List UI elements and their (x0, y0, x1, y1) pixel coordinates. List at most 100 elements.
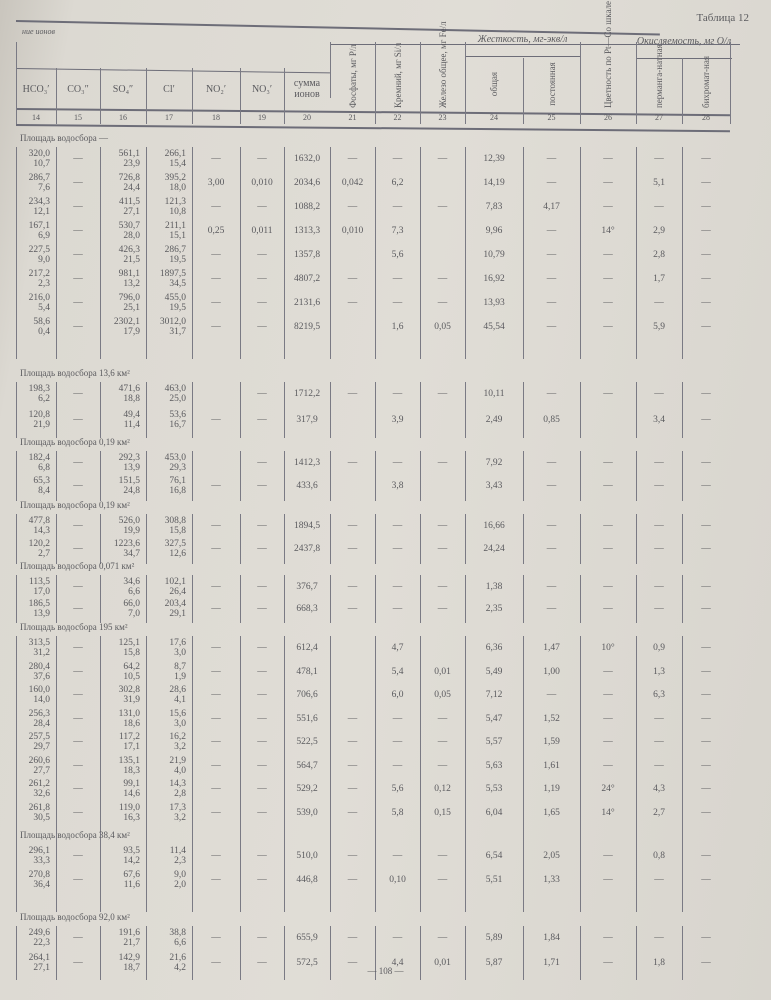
cell-value: — (347, 154, 358, 164)
cell-value: 5,6 (391, 784, 404, 794)
cell-value: 668,3 (296, 604, 318, 614)
cell-value: 0,05 (434, 322, 451, 332)
cell-value: 455,0 (164, 293, 186, 303)
cell-value: — (73, 851, 83, 861)
column-number: 21 (348, 113, 357, 122)
cell-percent: 24,8 (123, 486, 140, 496)
cell-percent: 17,9 (123, 327, 140, 337)
cell-value: — (603, 760, 613, 771)
cell-value: 6,54 (485, 851, 503, 861)
cell-percent: 4,0 (174, 765, 186, 776)
cell-value: 286,7 (164, 245, 186, 255)
column-divider (284, 382, 285, 438)
column-number: 27 (655, 113, 663, 122)
cell-value: — (392, 154, 403, 164)
column-divider (330, 382, 331, 438)
cell-value: 726,8 (118, 173, 140, 183)
cell-value: — (701, 807, 711, 818)
cell-percent: 3,2 (174, 742, 186, 752)
column-divider (192, 575, 193, 623)
column-divider (375, 926, 376, 980)
table-row: 260,6 27,7 — 135,1 18,3 21,9 4,0 — — 564,7 — — — 5,63… (0, 756, 771, 780)
header-rule (636, 58, 732, 59)
cell-value: — (437, 737, 448, 747)
cell-value: 49,4 (123, 410, 140, 420)
cell-value: — (603, 933, 613, 943)
column-divider (16, 636, 17, 844)
cell-value: — (347, 784, 358, 794)
cell-value: — (73, 690, 83, 700)
table-row: 313,5 31,2 — 125,1 15,8 17,6 3,0 — — 612,4 4,7 6,36… (0, 638, 771, 662)
cell-value: — (211, 604, 221, 614)
cell-value: 286,7 (28, 173, 50, 183)
cell-value: 167,1 (28, 221, 50, 231)
cell-value: — (347, 737, 358, 747)
cell-value: 446,8 (296, 875, 318, 885)
cell-value: 7,83 (485, 202, 503, 212)
column-divider (375, 451, 376, 501)
cell-percent: 6,8 (38, 463, 50, 473)
cell-value: — (73, 544, 83, 554)
column-divider (375, 636, 376, 844)
cell-value: — (546, 298, 557, 308)
cell-value: 0,010 (341, 226, 364, 236)
cell-value: 1,3 (653, 666, 665, 677)
cell-value: — (73, 154, 83, 164)
cell-percent: 19,5 (169, 255, 186, 265)
cell-percent: 13,2 (123, 279, 140, 289)
table-row: 264,1 27,1 — 142,9 18,7 21,6 4,2 — — 572,5 — 4,4 0,0… (0, 953, 771, 978)
table-row: 182,4 6,8 — 292,3 13,9 453,0 29,3 — 1412,3 — — — 7,9… (0, 453, 771, 476)
cell-value: — (654, 933, 664, 943)
cell-value: — (701, 851, 711, 861)
column-divider (636, 636, 637, 844)
table-row: 257,5 29,7 — 117,2 17,1 16,2 3,2 — — 522,5 — — — 5,57… (0, 732, 771, 756)
column-header: Фосфаты, мг P/л (347, 44, 358, 108)
cell-percent: 33,3 (33, 856, 50, 866)
cell-value: 561,1 (118, 149, 140, 159)
column-divider (192, 926, 193, 980)
column-divider (523, 844, 524, 912)
column-divider (636, 844, 637, 912)
cell-value: — (701, 875, 711, 885)
cell-percent: 34,5 (169, 279, 186, 289)
column-divider (16, 926, 17, 980)
cell-value: — (347, 582, 358, 592)
cell-value: — (701, 458, 711, 468)
table-row: 261,2 32,6 — 99,1 14,6 14,3 2,8 — — 529,2 — 5,6 0,12… (0, 779, 771, 803)
cell-value: 24,24 (483, 544, 505, 554)
cell-value: — (603, 544, 613, 554)
column-divider (330, 42, 331, 98)
cell-value: 3,43 (485, 481, 503, 491)
cell-value: 34,6 (123, 577, 140, 587)
cell-value: — (437, 875, 448, 885)
cell-value: 249,6 (28, 928, 50, 938)
cell-value: — (701, 690, 711, 700)
cell-value: — (603, 178, 613, 188)
cell-percent: 18,6 (123, 718, 140, 729)
cell-value: 0,01 (434, 666, 451, 677)
cell-value: — (73, 389, 83, 399)
ion-group-header: ние ионов (22, 27, 55, 36)
column-divider (523, 636, 524, 844)
cell-value: 4,17 (543, 202, 560, 212)
cell-value: 2,49 (485, 415, 503, 425)
cell-value: — (546, 481, 557, 491)
cell-percent: 28,4 (33, 718, 50, 729)
cell-value: 6,04 (485, 807, 503, 818)
cell-value: 2302,1 (113, 317, 140, 327)
cell-percent: 31,2 (33, 648, 50, 658)
cell-value: — (546, 582, 557, 592)
cell-percent: 17,1 (123, 742, 140, 752)
column-header: CO₃″ (67, 84, 89, 95)
cell-percent: 3,0 (174, 718, 186, 729)
column-divider (146, 514, 147, 564)
cell-value: — (392, 933, 403, 943)
cell-value: — (701, 250, 711, 260)
cell-percent: 30,5 (33, 812, 50, 823)
cell-value: 1,71 (543, 958, 560, 968)
cell-value: 3,00 (207, 178, 225, 188)
cell-value: — (211, 274, 221, 284)
column-divider (682, 382, 683, 438)
cell-value: — (603, 666, 613, 677)
cell-value: 10,11 (483, 389, 505, 399)
